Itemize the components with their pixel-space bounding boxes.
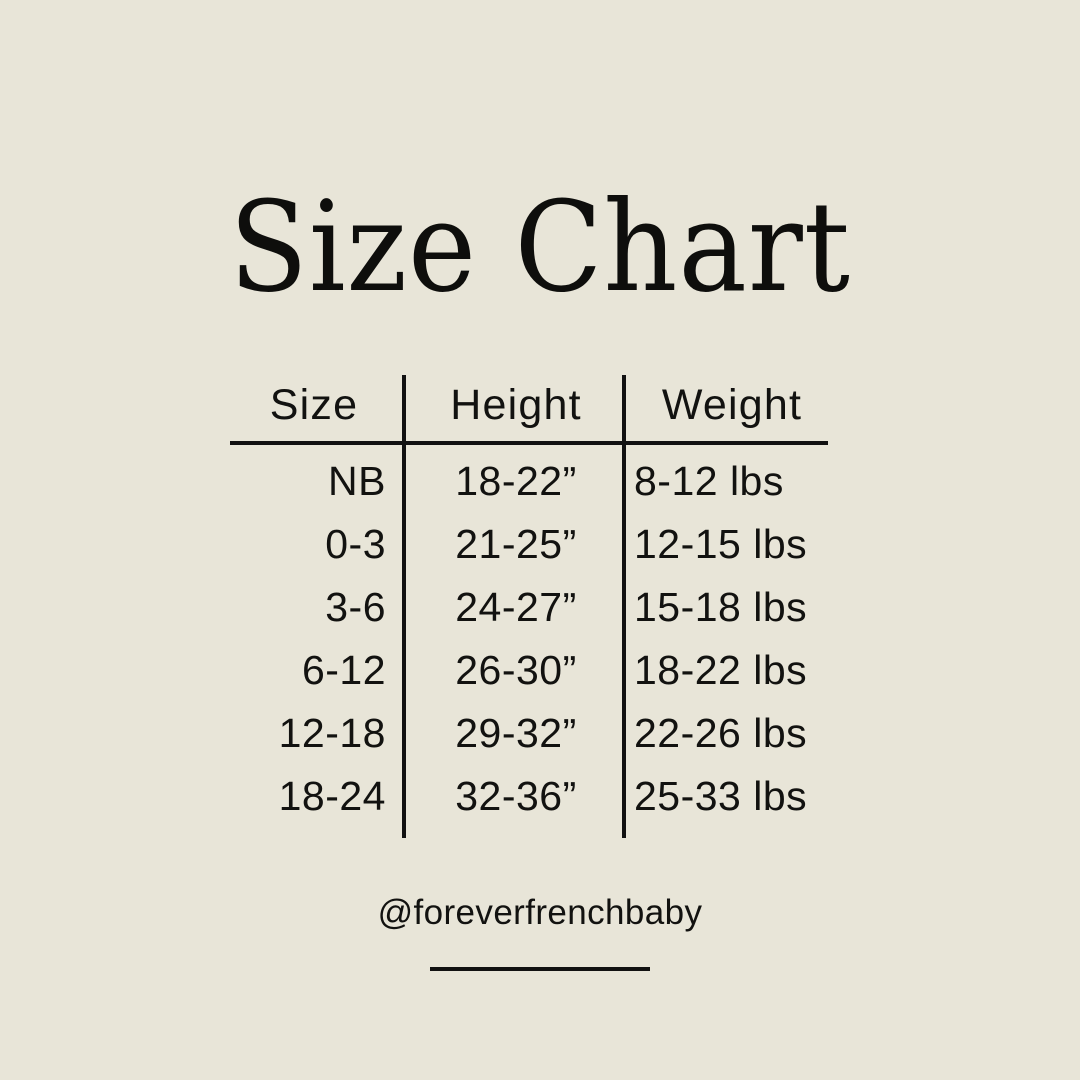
column-header-weight: Weight [661,381,803,429]
table-row: NB 18-22” 8-12 lbs [230,450,828,513]
size-chart-table: Size Height Weight NB 18-22” 8-12 lbs 0-… [230,370,828,840]
column-divider-line-2 [622,375,626,838]
brand-handle: @foreverfrenchbaby [377,893,703,932]
cell-size: 3-6 [325,584,386,630]
header-divider-line [230,441,828,445]
cell-weight: 25-33 lbs [634,773,808,819]
column-header-height: Height [450,381,582,429]
table-row: 18-24 32-36” 25-33 lbs [230,765,828,828]
cell-weight: 12-15 lbs [634,521,808,567]
table-row: 0-3 21-25” 12-15 lbs [230,513,828,576]
cell-size: 12-18 [278,710,386,756]
table-row: 6-12 26-30” 18-22 lbs [230,639,828,702]
table-row: 3-6 24-27” 15-18 lbs [230,576,828,639]
cell-size: NB [328,458,386,504]
cell-size: 6-12 [301,647,386,693]
cell-size: 0-3 [325,521,386,567]
cell-weight: 22-26 lbs [634,710,808,756]
page-title: Size Chart [229,175,851,320]
table-body: NB 18-22” 8-12 lbs 0-3 21-25” 12-15 lbs … [230,450,828,828]
column-divider-line-1 [402,375,406,838]
cell-height: 21-25” [455,521,577,567]
cell-size: 18-24 [278,773,386,819]
cell-height: 29-32” [455,710,577,756]
table-header-row: Size Height Weight [230,370,828,440]
cell-height: 26-30” [455,647,577,693]
cell-height: 24-27” [455,584,577,630]
footer-divider-line [430,967,650,971]
table-row: 12-18 29-32” 22-26 lbs [230,702,828,765]
cell-height: 32-36” [455,773,577,819]
cell-weight: 18-22 lbs [634,647,808,693]
cell-height: 18-22” [455,458,577,504]
column-header-size: Size [269,381,359,429]
cell-weight: 15-18 lbs [634,584,808,630]
cell-weight: 8-12 lbs [634,458,784,504]
